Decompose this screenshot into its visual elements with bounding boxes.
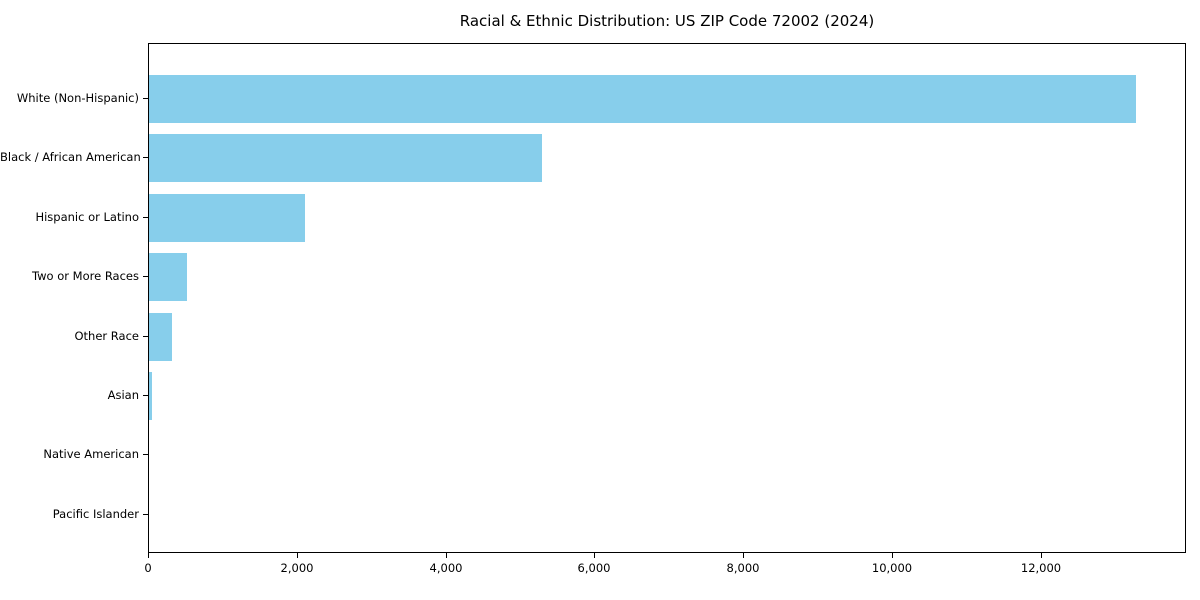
bar-white-non-hispanic — [149, 75, 1136, 123]
x-tick-label: 4,000 — [429, 561, 463, 575]
y-tick-label: Pacific Islander — [52, 507, 139, 521]
x-tick-mark — [1041, 553, 1042, 558]
y-tick-label: White (Non-Hispanic) — [16, 91, 139, 105]
x-tick-label: 10,000 — [871, 561, 913, 575]
bar-asian — [149, 372, 152, 420]
y-tick-mark — [143, 454, 148, 455]
bar-other-race — [149, 312, 172, 361]
x-tick-mark — [148, 553, 149, 558]
x-tick-mark — [743, 553, 744, 558]
y-tick-label: Two or More Races — [32, 269, 139, 283]
bar-two-or-more-races — [149, 253, 187, 302]
y-tick-mark — [143, 395, 148, 396]
x-tick-label: 0 — [144, 561, 152, 575]
y-tick-mark — [143, 336, 148, 337]
y-tick-mark — [143, 217, 148, 218]
chart-title: Racial & Ethnic Distribution: US ZIP Cod… — [459, 12, 875, 30]
x-tick-label: 6,000 — [577, 561, 611, 575]
x-tick-mark — [892, 553, 893, 558]
y-tick-mark — [143, 157, 148, 158]
y-tick-label: Black / African American — [0, 150, 141, 164]
x-tick-mark — [594, 553, 595, 558]
plot-area — [148, 43, 1186, 553]
y-tick-label: Native American — [43, 447, 139, 461]
y-tick-label: Other Race — [74, 329, 140, 343]
y-tick-label: Asian — [107, 388, 139, 402]
y-tick-mark — [143, 98, 148, 99]
x-tick-label: 2,000 — [280, 561, 314, 575]
bar-hispanic-or-latino — [149, 193, 305, 242]
x-tick-label: 8,000 — [726, 561, 760, 575]
y-tick-mark — [143, 514, 148, 515]
x-tick-label: 12,000 — [1020, 561, 1062, 575]
x-tick-mark — [297, 553, 298, 558]
bar-black-african-american — [149, 134, 542, 183]
y-tick-label: Hispanic or Latino — [35, 210, 139, 224]
x-tick-mark — [446, 553, 447, 558]
y-tick-mark — [143, 276, 148, 277]
